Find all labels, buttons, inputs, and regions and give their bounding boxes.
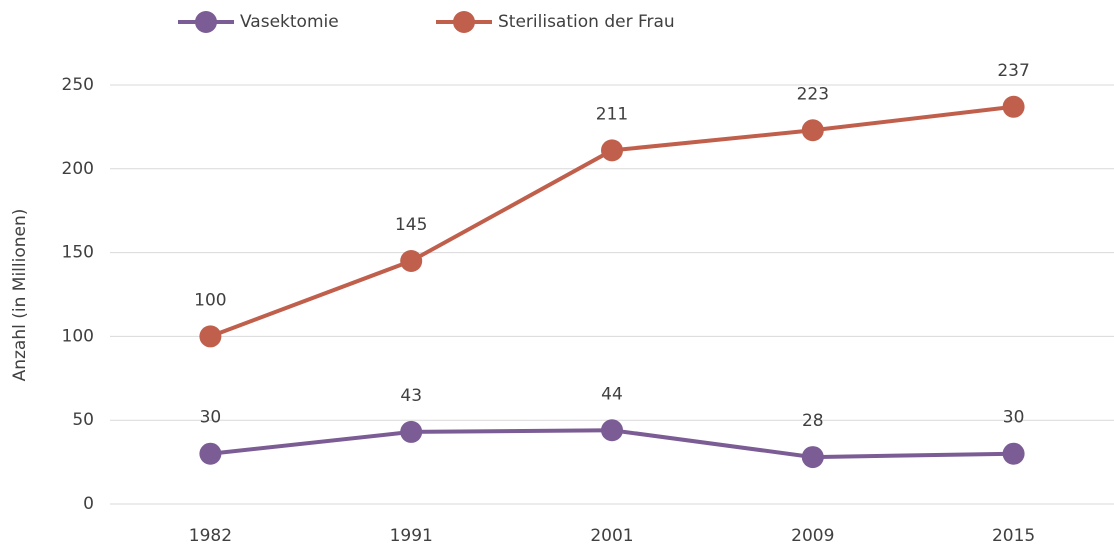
y-tick-label: 0 — [83, 494, 94, 514]
x-tick-label: 1991 — [390, 526, 433, 546]
data-label: 30 — [200, 408, 222, 428]
data-point — [400, 420, 423, 443]
data-point — [1002, 95, 1025, 118]
y-tick-label: 150 — [62, 243, 94, 263]
data-label: 28 — [802, 411, 824, 431]
data-point — [199, 325, 222, 348]
legend-marker — [453, 11, 475, 33]
data-point — [801, 446, 824, 469]
y-axis-label: Anzahl (in Millionen) — [10, 209, 30, 382]
legend-label: Vasektomie — [240, 12, 339, 32]
x-tick-label: 2001 — [590, 526, 633, 546]
data-point — [1002, 442, 1025, 465]
legend-marker — [195, 11, 217, 33]
data-point — [601, 419, 623, 442]
y-tick-label: 100 — [62, 326, 94, 346]
data-point — [199, 442, 222, 465]
data-label: 211 — [596, 104, 628, 124]
legend-label: Sterilisation der Frau — [498, 12, 675, 32]
data-point — [400, 249, 423, 272]
y-tick-label: 200 — [62, 159, 94, 179]
data-label: 237 — [997, 61, 1029, 81]
y-tick-label: 250 — [62, 75, 94, 95]
x-tick-label: 2009 — [791, 526, 834, 546]
data-label: 44 — [601, 384, 623, 404]
data-label: 145 — [395, 215, 427, 235]
data-label: 30 — [1003, 408, 1025, 428]
x-tick-label: 1982 — [189, 526, 232, 546]
data-point — [601, 139, 623, 162]
x-tick-label: 2015 — [992, 526, 1035, 546]
data-label: 43 — [400, 386, 422, 406]
y-tick-label: 50 — [72, 410, 94, 430]
data-point — [801, 119, 824, 142]
data-label: 223 — [797, 84, 829, 104]
data-label: 100 — [194, 290, 226, 310]
